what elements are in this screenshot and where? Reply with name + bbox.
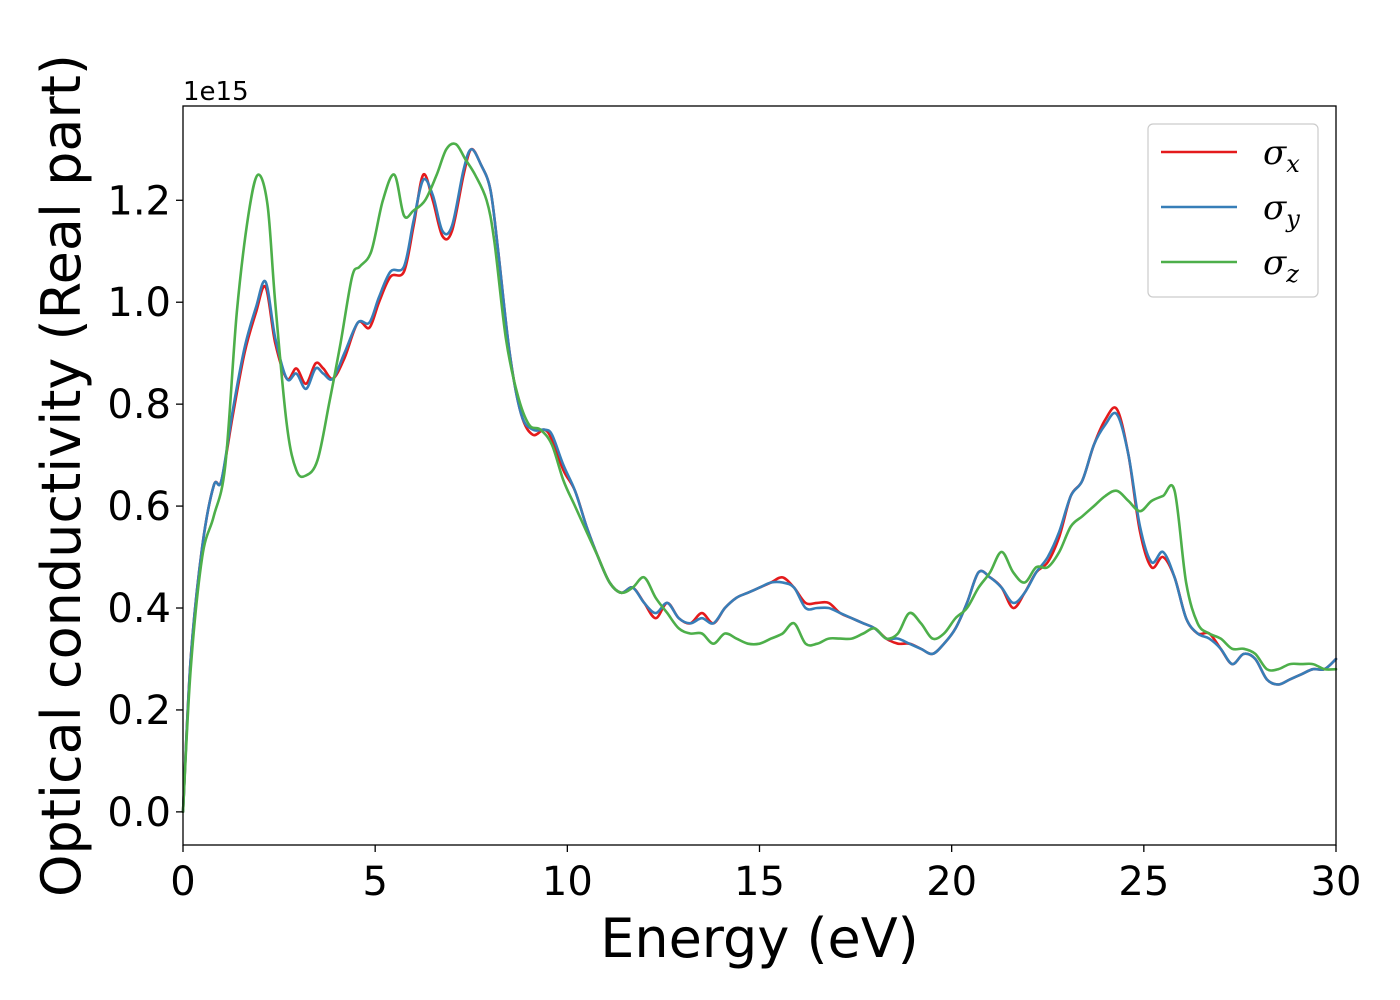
y-tick-label: 0.2 [107, 688, 171, 734]
y-offset-label: 1e15 [183, 77, 249, 107]
y-axis: 0.0 0.2 0.4 0.6 0.8 1.0 1.2 [107, 178, 183, 836]
x-axis: 0 5 10 15 20 25 30 [170, 845, 1361, 905]
x-tick-label: 25 [1118, 859, 1169, 905]
y-tick-label: 1.2 [107, 178, 171, 224]
x-tick-label: 5 [362, 859, 387, 905]
x-axis-label: Energy (eV) [600, 907, 919, 970]
series-line-sigma-y [181, 148, 1338, 814]
x-tick-label: 10 [542, 859, 593, 905]
x-tick-label: 0 [170, 859, 195, 905]
series-layer [181, 142, 1338, 814]
y-tick-label: 0.0 [107, 790, 171, 836]
series-line-sigma-z [181, 142, 1338, 814]
y-tick-label: 0.8 [107, 382, 171, 428]
x-tick-label: 20 [926, 859, 977, 905]
legend-box [1147, 123, 1319, 298]
y-tick-label: 1.0 [107, 280, 171, 326]
x-tick-label: 15 [734, 859, 785, 905]
y-axis-label: Optical conductivity (Real part) [30, 54, 93, 897]
x-tick-label: 30 [1311, 859, 1362, 905]
y-tick-label: 0.4 [107, 586, 171, 632]
y-tick-label: 0.6 [107, 484, 171, 530]
plot-area-background [183, 106, 1336, 845]
